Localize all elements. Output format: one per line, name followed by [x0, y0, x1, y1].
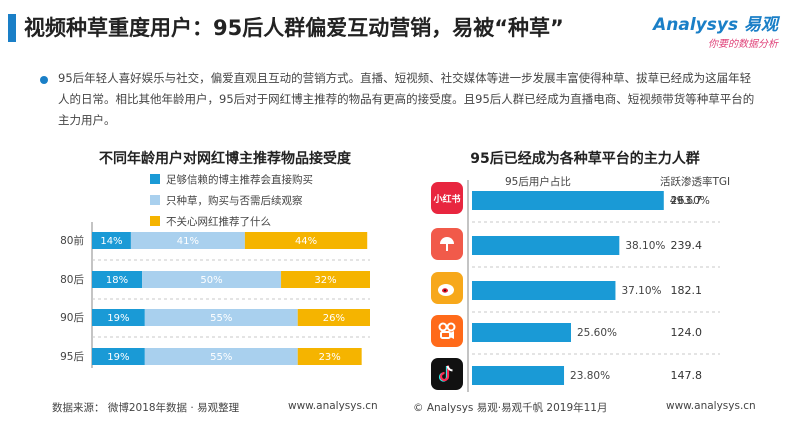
tgi-value-label: 124.0 [671, 326, 703, 339]
segment-value-label: 50% [200, 275, 222, 286]
segment-value-label: 19% [107, 352, 129, 363]
stacked-bar-segment [130, 232, 245, 249]
tgi-value-label: 147.8 [671, 369, 703, 382]
share-bar [472, 366, 565, 385]
tgi-value-label: 263.7 [671, 194, 703, 207]
legend-label: 足够信赖的博主推荐会直接购买 [166, 174, 313, 186]
category-label: 80后 [60, 274, 84, 286]
share-value-label: 49.60% [670, 195, 710, 207]
share-value-label: 23.80% [570, 370, 610, 382]
bullet-dot [40, 76, 48, 84]
share-bar [472, 191, 664, 210]
legend-item-dontcare: 不关心网红推荐了什么 [150, 214, 271, 229]
stacked-bar-segment [92, 348, 145, 365]
share-bar [472, 236, 620, 255]
dianping-icon [431, 228, 463, 260]
footer-site-right: www.analysys.cn [666, 400, 756, 412]
footer-source: 数据来源： 微博2018年数据 · 易观整理 [52, 402, 240, 414]
stacked-bar-segment [144, 309, 298, 326]
category-label: 95后 [60, 351, 84, 363]
page-title: 视频种草重度用户：95后人群偏爱互动营销，易被“种草” [24, 16, 564, 40]
share-bar [472, 281, 616, 300]
stacked-bar-segment [244, 232, 368, 249]
footer-site-left: www.analysys.cn [288, 400, 378, 412]
analysys-logo: Analysys 易观 你要的数据分析 [653, 10, 778, 50]
footer-copyright: © Analysys 易观·易观千帆 2019年11月 [413, 402, 608, 414]
segment-value-label: 44% [295, 236, 317, 247]
stacked-bar-segment [144, 348, 298, 365]
segment-value-label: 32% [314, 275, 336, 286]
segment-value-label: 55% [210, 352, 232, 363]
tgi-column-header: 活跃渗透率TGI [660, 176, 731, 188]
stacked-bar-segment [297, 348, 362, 365]
share-bar [472, 323, 571, 342]
xiaohongshu-icon: 小红书 [431, 182, 463, 214]
legend-swatch [150, 216, 160, 226]
category-label: 90后 [60, 312, 84, 324]
left-chart-title: 不同年龄用户对网红博主推荐物品接受度 [99, 151, 351, 167]
legend-item-buy: 足够信赖的博主推荐会直接购买 [150, 172, 313, 187]
legend-swatch [150, 174, 160, 184]
segment-value-label: 19% [107, 313, 129, 324]
segment-value-label: 26% [323, 313, 345, 324]
kuaishou-icon [431, 315, 463, 347]
legend-label: 不关心网红推荐了什么 [166, 216, 271, 228]
category-label: 80前 [60, 234, 84, 247]
legend-item-observe: 只种草，购买与否需后续观察 [150, 193, 303, 208]
share-value-label: 38.10% [625, 240, 665, 252]
stacked-bar-segment [92, 309, 145, 326]
logo-sub-text: 你要的数据分析 [708, 39, 778, 50]
douyin-icon [431, 358, 463, 390]
logo-main-text: Analysys 易观 [653, 15, 778, 35]
intro-paragraph: 95后年轻人喜好娱乐与社交，偏爱直观且互动的营销方式。直播、短视频、社交媒体等进… [58, 71, 755, 127]
segment-value-label: 41% [177, 236, 199, 247]
weibo-icon [431, 272, 463, 304]
segment-value-label: 23% [319, 352, 341, 363]
tgi-value-label: 182.1 [671, 284, 703, 297]
tgi-value-label: 239.4 [671, 239, 703, 252]
title-accent-bar [8, 14, 16, 42]
stacked-bar-segment [142, 271, 282, 288]
right-chart-title: 95后已经成为各种草平台的主力人群 [470, 151, 700, 167]
segment-value-label: 55% [210, 313, 232, 324]
segment-value-label: 14% [100, 236, 122, 247]
legend-label: 只种草，购买与否需后续观察 [166, 195, 303, 207]
legend-swatch [150, 195, 160, 205]
segment-value-label: 18% [106, 275, 128, 286]
share-column-header: 95后用户占比 [505, 176, 571, 188]
stacked-bar-segment [297, 309, 370, 326]
stacked-bar-segment [281, 271, 370, 288]
stacked-bar-segment [92, 232, 131, 249]
share-value-label: 37.10% [621, 285, 661, 297]
stacked-bar-segment [92, 271, 143, 288]
share-value-label: 25.60% [577, 327, 617, 339]
